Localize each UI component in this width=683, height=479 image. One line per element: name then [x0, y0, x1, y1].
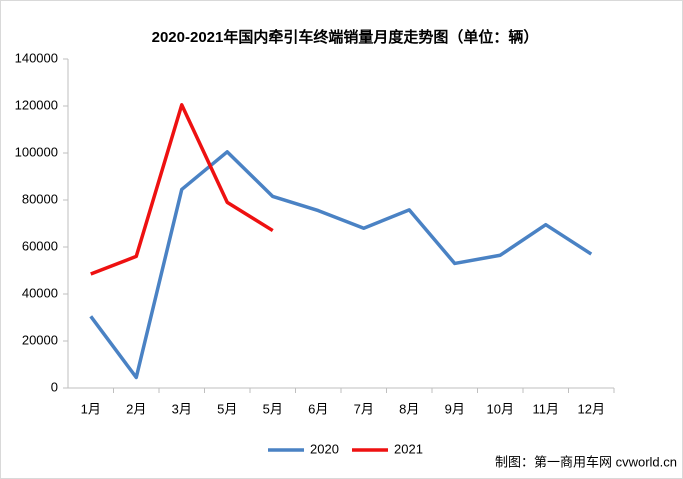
- x-tick-label: 12月: [578, 401, 605, 416]
- x-tick-label: 1月: [81, 401, 101, 416]
- legend-label: 2021: [394, 441, 423, 456]
- legend-label: 2020: [310, 441, 339, 456]
- y-tick-label: 60000: [22, 238, 58, 253]
- x-tick-label: 5月: [263, 401, 283, 416]
- x-tick-label: 8月: [399, 401, 419, 416]
- y-tick-label: 0: [51, 379, 58, 394]
- y-tick-label: 20000: [22, 332, 58, 347]
- credit: 制图：第一商用车网 cvworld.cn: [495, 454, 677, 469]
- x-tick-label: 6月: [308, 401, 328, 416]
- line-series: [90, 103, 274, 276]
- y-tick-label: 140000: [15, 50, 58, 65]
- x-tick-label: 10月: [487, 401, 514, 416]
- x-tick-label: 3月: [172, 401, 192, 416]
- line-series: [89, 150, 593, 380]
- x-tick-label: 5月: [217, 401, 237, 416]
- x-tick-label: 11月: [533, 401, 560, 416]
- chart-title: 2020-2021年国内牵引车终端销量月度走势图（单位：辆）: [152, 28, 539, 46]
- y-tick-label: 80000: [22, 191, 58, 206]
- x-tick-label: 2月: [126, 401, 146, 416]
- x-tick-label: 7月: [354, 401, 374, 416]
- x-tick-label: 9月: [445, 401, 465, 416]
- y-tick-label: 40000: [22, 285, 58, 300]
- y-tick-label: 100000: [15, 144, 58, 159]
- y-tick-label: 120000: [15, 97, 58, 112]
